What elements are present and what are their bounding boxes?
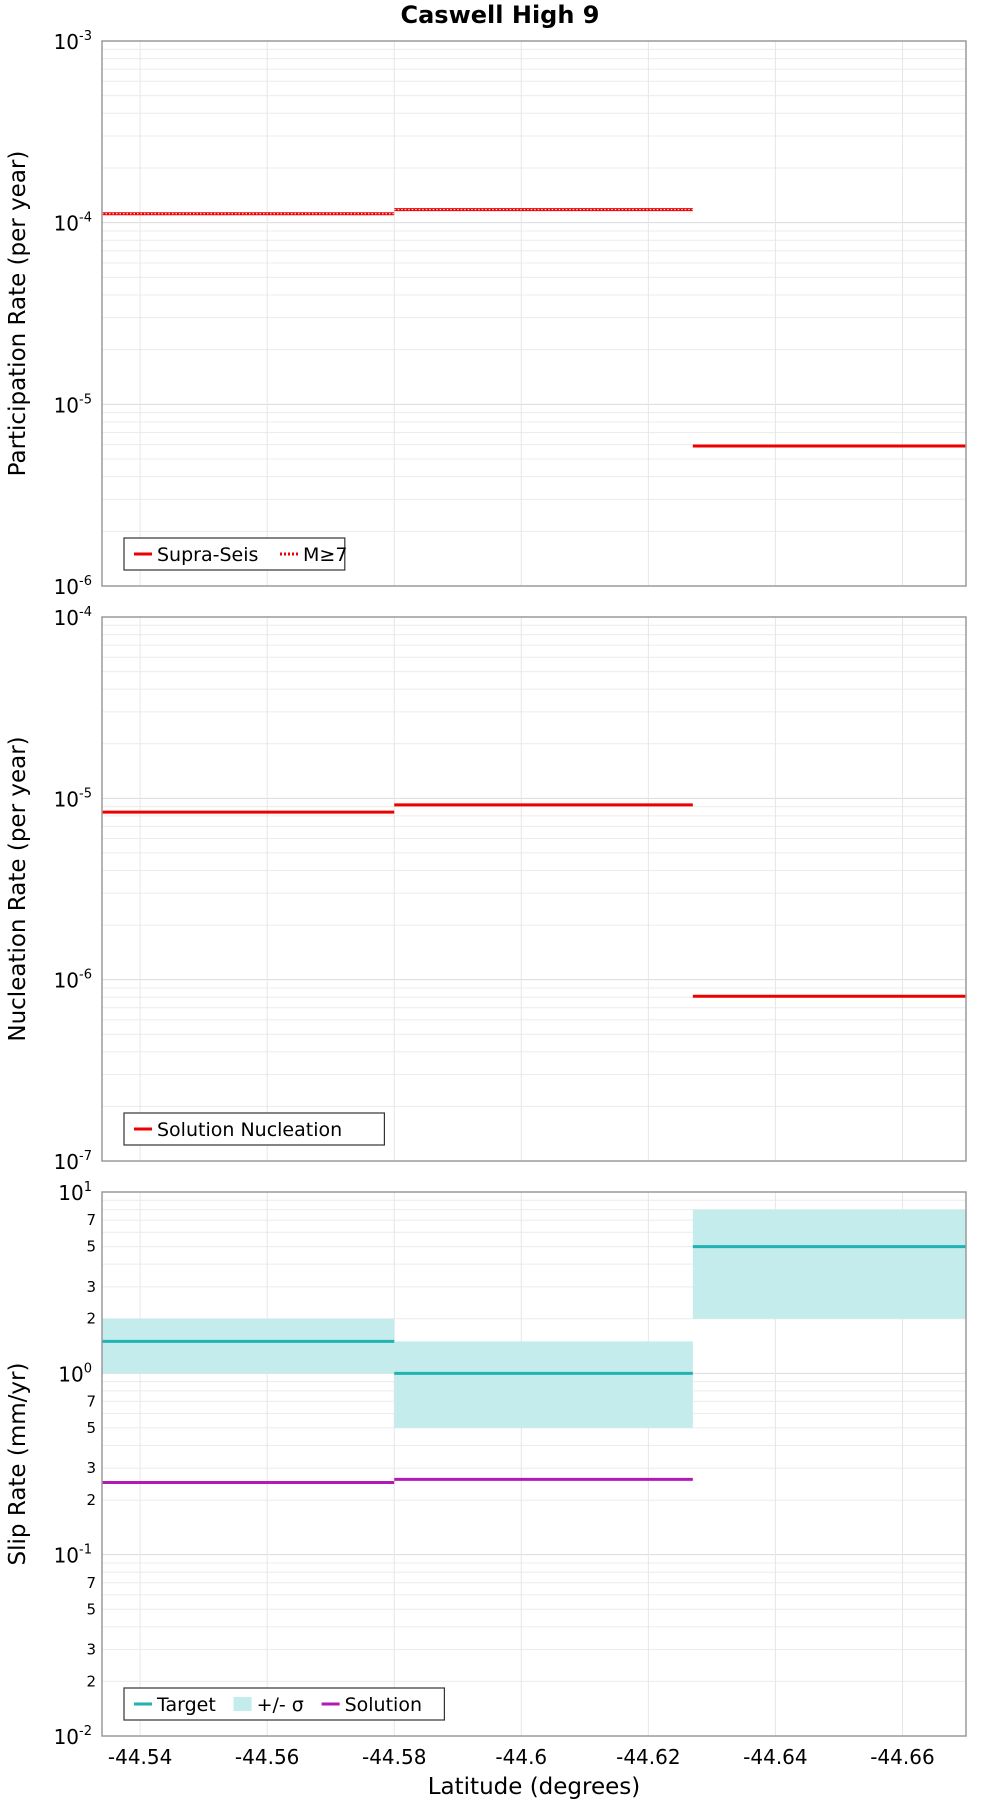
- plot-frame: [101, 40, 967, 587]
- y-tick-label: 10-2: [54, 1724, 92, 1749]
- y-axis-label: Participation Rate (per year): [5, 151, 31, 477]
- legend-box: [123, 1112, 385, 1146]
- chart-panel-3: 101 100 10-1 10-2 7 5 3 2 7 5 3 2 7 5 3 2 Slip Rate (mm/…: [5, 1180, 967, 1800]
- x-tick-label: -44.62: [616, 1745, 680, 1769]
- legend-swatch: [233, 1697, 252, 1711]
- y-minor-tick-label: 3: [86, 1459, 96, 1477]
- y-tick-label: 10-5: [54, 786, 92, 811]
- chart-panel-2: 10-4 10-5 10-6 10-7 Nucleation Rate (per yea…: [5, 605, 967, 1174]
- y-tick-label: 100: [58, 1361, 92, 1386]
- y-tick-label: 10-6: [54, 574, 92, 599]
- x-axis-label: Latitude (degrees): [428, 1774, 641, 1800]
- x-tick-label: -44.66: [870, 1745, 934, 1769]
- y-minor-tick-label: 7: [86, 1211, 96, 1229]
- y-minor-tick-label: 2: [86, 1491, 96, 1509]
- y-tick-label: 10-4: [54, 605, 92, 630]
- x-tick-label: -44.56: [235, 1745, 299, 1769]
- plot-frame: [101, 1191, 967, 1737]
- y-minor-tick-label: 7: [86, 1392, 96, 1410]
- y-tick-label: 101: [58, 1180, 92, 1205]
- legend-label: +/- σ: [257, 1694, 304, 1716]
- legend: Target +/- σ Solution: [123, 1687, 445, 1721]
- legend: Solution Nucleation: [123, 1112, 385, 1146]
- plot-area: [102, 617, 966, 1161]
- legend-label: Solution Nucleation: [157, 1119, 342, 1141]
- y-tick-label: 10-4: [54, 211, 92, 236]
- sigma-band: [102, 1318, 395, 1374]
- x-tick-label: -44.6: [495, 1745, 547, 1769]
- y-minor-tick-label: 5: [86, 1238, 96, 1256]
- legend: Supra-Seis M≥7: [123, 537, 347, 571]
- plot-frame: [101, 616, 967, 1162]
- chart-panel-1: 10-3 10-4 10-5 10-6 Participation Rate (per …: [5, 1, 967, 599]
- y-minor-tick-label: 3: [86, 1640, 96, 1658]
- y-tick-label: 10-3: [54, 29, 92, 54]
- y-tick-label: 10-6: [54, 968, 92, 993]
- y-minor-tick-label: 5: [86, 1600, 96, 1618]
- x-tick-label: -44.54: [108, 1745, 172, 1769]
- legend-label: Supra-Seis: [157, 544, 258, 566]
- y-axis-label: Nucleation Rate (per year): [5, 736, 31, 1041]
- legend-label: Target: [156, 1694, 216, 1716]
- y-minor-tick-label: 7: [86, 1574, 96, 1592]
- x-tick-label: -44.64: [743, 1745, 807, 1769]
- y-minor-tick-label: 5: [86, 1419, 96, 1437]
- chart-title: Caswell High 9: [401, 1, 600, 29]
- y-tick-label: 10-5: [54, 392, 92, 417]
- plot-area: [102, 41, 966, 586]
- x-tick-label: -44.58: [362, 1745, 426, 1769]
- legend-label: Solution: [345, 1694, 422, 1716]
- sigma-band: [692, 1209, 966, 1319]
- y-tick-label: 10-1: [54, 1543, 92, 1568]
- y-minor-tick-label: 3: [86, 1278, 96, 1296]
- sigma-band: [394, 1341, 693, 1428]
- legend-box: [123, 1687, 445, 1721]
- y-tick-label: 10-7: [54, 1149, 92, 1174]
- y-minor-tick-label: 2: [86, 1672, 96, 1690]
- legend-box: [123, 537, 346, 571]
- y-minor-tick-label: 2: [86, 1310, 96, 1328]
- legend-label: M≥7: [303, 544, 347, 566]
- y-axis-label: Slip Rate (mm/yr): [5, 1363, 31, 1566]
